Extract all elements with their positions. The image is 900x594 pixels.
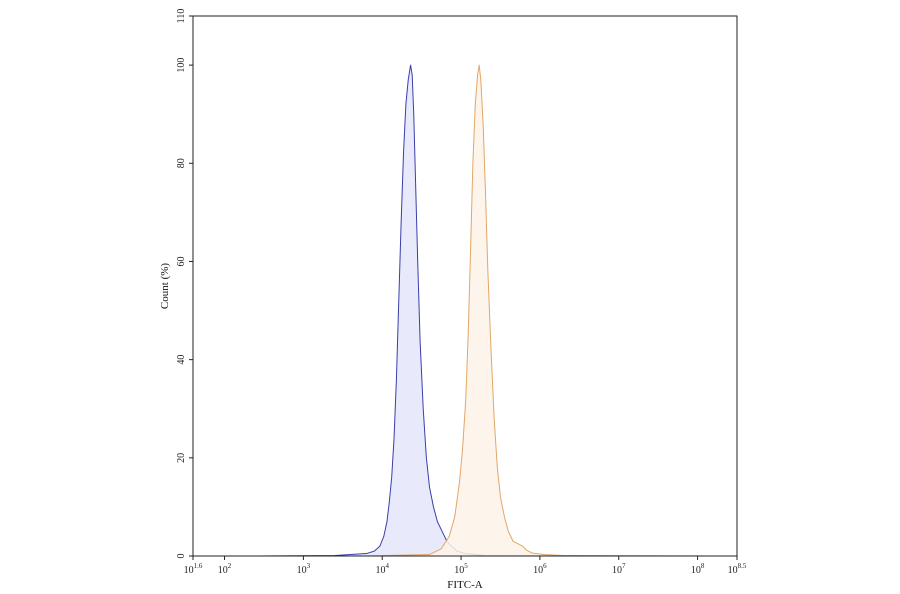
x-tick-label: 104	[375, 562, 389, 576]
x-tick-label: 106	[533, 562, 547, 576]
x-axis-title: FITC-A	[447, 579, 483, 591]
x-tick-label: 108	[691, 562, 705, 576]
y-tick-label: 80	[176, 158, 187, 168]
y-axis-title: Count (%)	[159, 263, 171, 309]
x-tick-label: 102	[218, 562, 232, 576]
plot-frame	[192, 15, 738, 557]
y-axis: 0 20 40 60 80 100 110	[176, 9, 193, 559]
x-tick-label: 101.6	[184, 562, 203, 576]
series-2-line	[366, 64, 619, 557]
plot-series	[256, 64, 714, 557]
x-tick-label: 103	[297, 562, 311, 576]
y-tick-label: 40	[176, 355, 187, 365]
y-tick-label: 60	[176, 256, 187, 266]
x-tick-label: 108.5	[728, 562, 747, 576]
y-tick-label: 20	[176, 453, 187, 463]
x-axis: 101.6 102 103 104 105 106 107 108 108.5	[184, 556, 747, 576]
y-tick-label: 100	[176, 58, 187, 73]
y-tick-label: 0	[176, 554, 187, 559]
x-tick-label: 107	[612, 562, 626, 576]
x-tick-label: 105	[454, 562, 468, 576]
series-2-area	[366, 65, 619, 556]
y-tick-label: 110	[176, 9, 187, 24]
